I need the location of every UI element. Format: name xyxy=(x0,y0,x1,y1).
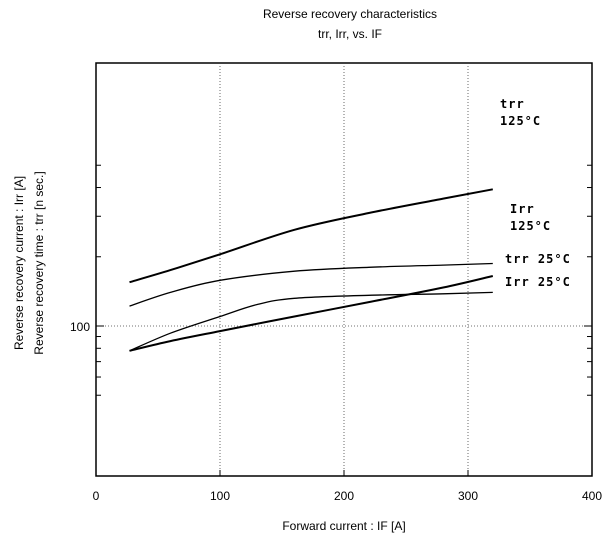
annotation-label: Irr 125°C xyxy=(510,202,551,233)
annotation-line: 125°C xyxy=(500,114,541,128)
y-tick-labels: 100 xyxy=(70,320,90,334)
y-axis-label-current: Reverse recovery current : Irr [A] xyxy=(12,176,26,350)
series-line-irr-25-c xyxy=(129,291,493,352)
x-axis-label: Forward current : IF [A] xyxy=(282,519,405,533)
x-tick-labels: 0 100 200 300 400 xyxy=(93,470,602,503)
x-tick-label: 0 xyxy=(93,489,100,503)
chart-title: Reverse recovery characteristics xyxy=(263,7,437,21)
x-tick-label: 300 xyxy=(458,489,478,503)
x-tick-label: 100 xyxy=(210,489,230,503)
annotation-line: Irr 25°C xyxy=(505,275,571,289)
annotation-line: trr xyxy=(500,97,525,111)
annotation-label: trr 125°C xyxy=(500,97,541,128)
annotation-label: trr 25°C xyxy=(505,252,571,266)
series-annotations: trr 125°C Irr 125°C trr 25°C Irr 25°C xyxy=(500,97,571,289)
y-tick-label: 100 xyxy=(70,320,90,334)
x-tick-label: 200 xyxy=(334,489,354,503)
annotation-line: Irr xyxy=(510,202,535,216)
series-line-trr-125-c xyxy=(129,188,493,284)
series-line-trr-25-c xyxy=(129,275,494,352)
y-axis-label-time: Reverse recovery time : trr [n sec.] xyxy=(32,171,46,354)
annotation-label: Irr 25°C xyxy=(505,275,571,289)
series-line-irr-125-c xyxy=(129,262,493,307)
x-tick-label: 400 xyxy=(582,489,602,503)
annotation-line: 125°C xyxy=(510,219,551,233)
series-lines xyxy=(129,188,494,352)
minor-ticks xyxy=(96,164,592,396)
chart-subtitle: trr, Irr, vs. IF xyxy=(318,27,382,41)
annotation-line: trr 25°C xyxy=(505,252,571,266)
